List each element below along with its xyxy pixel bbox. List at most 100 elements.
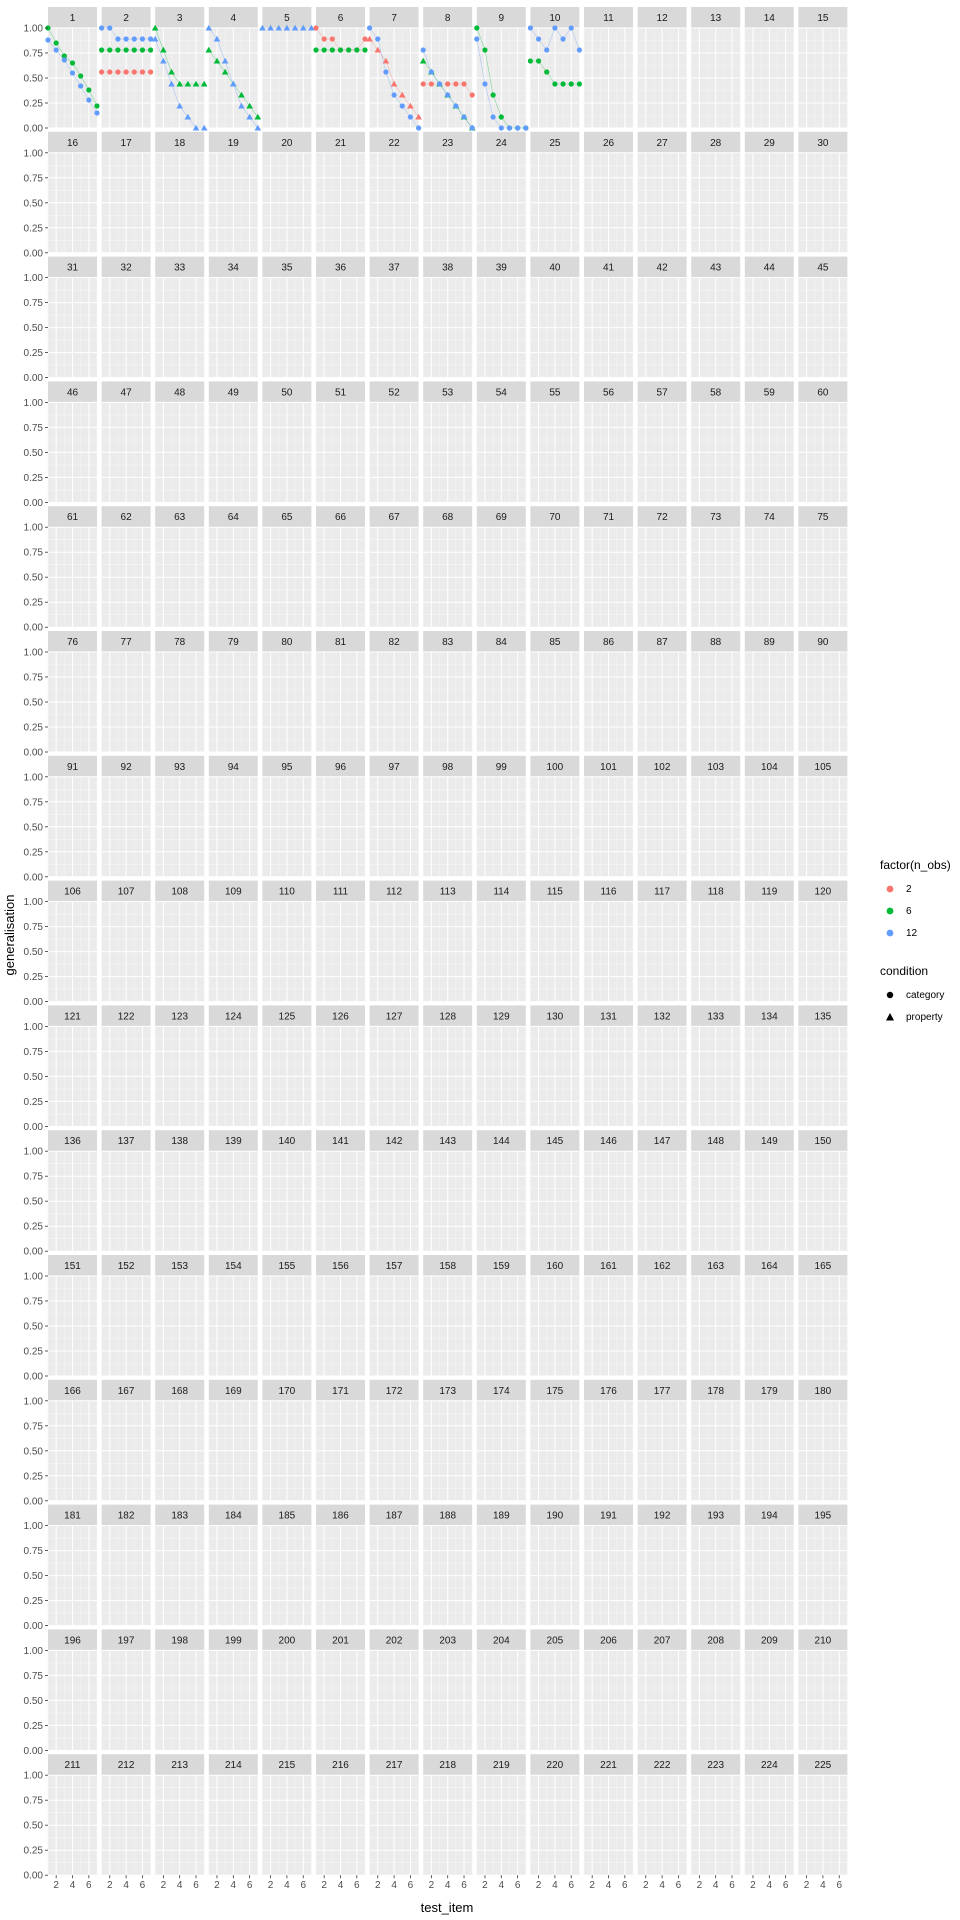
facet-strip-label: 43 [710,263,722,274]
x-tick-label: 6 [247,1880,253,1891]
facet-strip-label: 8 [445,13,451,24]
facet-panel: 182 [101,1504,151,1627]
facet-strip [208,1379,258,1401]
facet-strip [262,1629,312,1651]
facet-panel: 22 [369,131,419,254]
y-tick-label: 1.00 [24,1771,44,1782]
y-tick-label: 1.00 [24,148,44,159]
facet-panel: 97 [369,755,419,878]
facet-strip-label: 139 [225,1136,242,1147]
data-point-triangle [283,24,291,31]
y-tick-label: 0.50 [24,947,44,958]
facet-strip [798,755,848,777]
facet-panel: 208 [690,1629,741,1751]
y-tick-label: 1.00 [24,1396,44,1407]
facet-strip [155,1255,205,1276]
facet-strip-label: 95 [281,762,293,773]
facet-strip [530,1754,580,1776]
facet-panel: 146 [583,1130,634,1252]
facet-strip-label: 161 [600,1261,617,1272]
facet-panel: 48 [154,381,205,503]
facet-strip-label: 164 [761,1261,778,1272]
facet-strip [744,1629,794,1651]
facet-panel: 180 [798,1379,848,1502]
facet-panel: 194 [744,1504,795,1627]
facet-strip [262,755,312,777]
data-point-circle [53,40,59,46]
facet-strip-label: 27 [657,138,669,149]
facet-panel: 136 0.00 0.25 0.50 0.75 1.00 [24,1130,98,1258]
y-tick-label: 1.00 [24,1521,44,1532]
facet-panel: 213 2 4 6 [154,1754,205,1891]
y-tick-label: 0.25 [24,348,44,359]
facet-strip-label: 119 [761,887,777,898]
facet-panel: 103 [690,755,741,878]
data-point-circle [131,36,137,42]
facet-strip [155,131,205,153]
facet-strip-label: 202 [386,1635,403,1646]
facet-strip-label: 52 [389,387,401,398]
facet-panel: 39 [476,256,527,379]
data-point-triangle [151,24,159,31]
data-point-triangle [168,68,175,75]
data-point-circle [313,47,319,53]
facet-strip-label: 54 [496,387,508,398]
facet-panel: 200 [262,1629,312,1751]
facet-strip-label: 180 [815,1386,832,1397]
facet-strip [584,755,633,777]
facet-strip [316,381,365,403]
facet-strip [691,631,741,652]
y-tick-label: 0.25 [24,1222,44,1233]
y-tick-label: 0.50 [24,1571,44,1582]
facet-strip-label: 199 [225,1635,242,1646]
data-point-circle [375,36,381,42]
data-point-triangle [200,80,208,87]
facet-strip [101,755,151,777]
facet-panel: 44 [744,256,795,379]
facet-strip-label: 96 [335,762,347,773]
facet-strip-label: 129 [493,1011,510,1022]
facet-strip-label: 184 [225,1511,242,1522]
facet-panel: 26 [583,131,634,254]
x-tick-label: 6 [729,1880,735,1891]
facet-strip-label: 213 [171,1760,188,1771]
facet-panel: 5 [259,7,315,129]
facet-strip-label: 67 [389,512,401,523]
x-tick-label: 2 [750,1880,756,1891]
facet-panel: 28 [690,131,741,254]
facet-strip [637,1379,687,1401]
facet-strip-label: 84 [496,637,508,648]
legend-item-n-obs-6: 6 [880,900,960,922]
facet-strip-label: 185 [279,1511,296,1522]
facet-panel: 68 [422,506,473,628]
facet-strip-label: 49 [228,387,240,398]
facet-strip [691,1504,741,1526]
facet-strip-label: 145 [547,1136,564,1147]
facet-panel: 85 [530,631,580,753]
data-point-circle [568,25,574,31]
facet-panel: 106 0.00 0.25 0.50 0.75 1.00 [24,880,98,1008]
data-point-circle [123,47,129,53]
x-tick-label: 2 [214,1880,220,1891]
facet-strip-label: 136 [64,1136,81,1147]
facet-strip-label: 39 [496,263,508,274]
y-tick-label: 0.00 [24,623,44,634]
facet-strip-label: 20 [281,138,293,149]
facet-panel: 143 [422,1130,473,1252]
y-tick-label: 1.00 [24,1646,44,1657]
facet-strip-label: 81 [335,637,347,648]
x-tick-label: 6 [622,1880,628,1891]
facet-strip [584,1130,633,1152]
facet-strip [423,381,473,403]
data-point-circle [107,25,113,31]
facet-strip-label: 148 [707,1136,724,1147]
facet-panel: 157 [369,1255,419,1377]
facet-strip [584,880,633,902]
facet-strip-label: 47 [121,387,133,398]
facet-strip [208,1504,258,1526]
facet-panel: 8 [419,7,476,131]
facet-strip [476,7,526,28]
x-tick-label: 4 [552,1880,558,1891]
facet-strip-label: 68 [442,512,454,523]
facet-panel: 84 [476,631,527,753]
